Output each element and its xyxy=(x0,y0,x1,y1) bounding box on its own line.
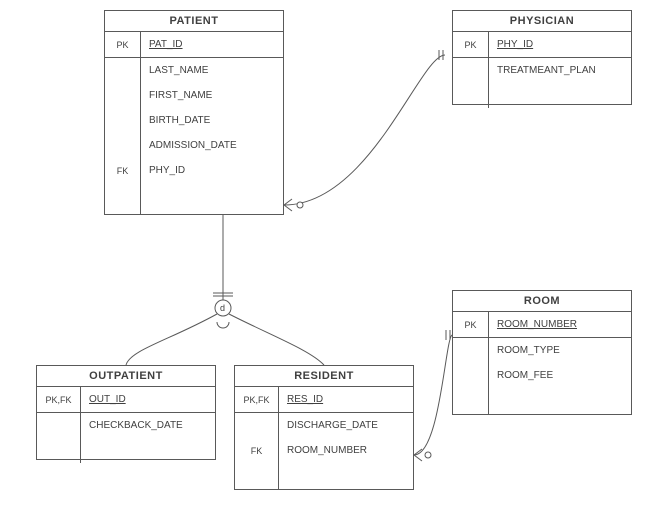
key-cell xyxy=(453,83,489,108)
entity-outpatient: OUTPATIENT PK,FKOUT_IDCHECKBACK_DATE xyxy=(36,365,216,460)
entity-row-filler xyxy=(37,438,215,463)
entity-row: PK,FKRES_ID xyxy=(235,387,413,413)
entity-body-resident: PK,FKRES_IDDISCHARGE_DATEFKROOM_NUMBER xyxy=(235,387,413,489)
key-cell: FK xyxy=(105,158,141,183)
attr-cell: OUT_ID xyxy=(81,387,215,412)
entity-row: DISCHARGE_DATE xyxy=(235,413,413,438)
key-cell: PK,FK xyxy=(37,387,81,412)
attr-cell xyxy=(81,438,215,463)
entity-row-filler xyxy=(453,83,631,108)
key-cell xyxy=(105,183,141,214)
er-diagram-canvas: PATIENT PKPAT_IDLAST_NAMEFIRST_NAMEBIRTH… xyxy=(0,0,651,511)
attr-cell xyxy=(141,183,283,214)
entity-title-room: ROOM xyxy=(453,291,631,312)
attr-cell: CHECKBACK_DATE xyxy=(81,413,215,438)
entity-row: PKROOM_NUMBER xyxy=(453,312,631,338)
attr-cell: LAST_NAME xyxy=(141,58,283,83)
entity-body-outpatient: PK,FKOUT_IDCHECKBACK_DATE xyxy=(37,387,215,463)
entity-row: FIRST_NAME xyxy=(105,83,283,108)
entity-row-filler xyxy=(105,183,283,214)
entity-row: PK,FKOUT_ID xyxy=(37,387,215,413)
key-cell xyxy=(105,58,141,83)
entity-body-room: PKROOM_NUMBERROOM_TYPEROOM_FEE xyxy=(453,312,631,414)
attr-cell: TREATMEANT_PLAN xyxy=(489,58,631,83)
attr-cell: ROOM_NUMBER xyxy=(489,312,631,337)
entity-physician: PHYSICIAN PKPHY_IDTREATMEANT_PLAN xyxy=(452,10,632,105)
entity-room: ROOM PKROOM_NUMBERROOM_TYPEROOM_FEE xyxy=(452,290,632,415)
entity-resident: RESIDENT PK,FKRES_IDDISCHARGE_DATEFKROOM… xyxy=(234,365,414,490)
attr-cell xyxy=(279,463,413,489)
key-cell: FK xyxy=(235,438,279,463)
entity-row: BIRTH_DATE xyxy=(105,108,283,133)
attr-cell xyxy=(489,83,631,108)
key-cell: PK xyxy=(105,32,141,57)
attr-cell: ROOM_NUMBER xyxy=(279,438,413,463)
entity-title-patient: PATIENT xyxy=(105,11,283,32)
entity-row: ROOM_FEE xyxy=(453,363,631,388)
key-cell xyxy=(105,83,141,108)
attr-cell: PAT_ID xyxy=(141,32,283,57)
entity-title-physician: PHYSICIAN xyxy=(453,11,631,32)
entity-body-physician: PKPHY_IDTREATMEANT_PLAN xyxy=(453,32,631,108)
attr-cell: PHY_ID xyxy=(141,158,283,183)
key-cell: PK,FK xyxy=(235,387,279,412)
attr-cell: PHY_ID xyxy=(489,32,631,57)
entity-row: ADMISSION_DATE xyxy=(105,133,283,158)
entity-row: PKPAT_ID xyxy=(105,32,283,58)
attr-cell xyxy=(489,388,631,414)
key-cell xyxy=(37,438,81,463)
key-cell xyxy=(453,338,489,363)
key-cell: PK xyxy=(453,312,489,337)
key-cell xyxy=(105,133,141,158)
entity-row: ROOM_TYPE xyxy=(453,338,631,363)
key-cell xyxy=(453,58,489,83)
attr-cell: ROOM_FEE xyxy=(489,363,631,388)
attr-cell: DISCHARGE_DATE xyxy=(279,413,413,438)
entity-row: LAST_NAME xyxy=(105,58,283,83)
attr-cell: ROOM_TYPE xyxy=(489,338,631,363)
entity-row: FKPHY_ID xyxy=(105,158,283,183)
key-cell xyxy=(235,413,279,438)
entity-body-patient: PKPAT_IDLAST_NAMEFIRST_NAMEBIRTH_DATEADM… xyxy=(105,32,283,214)
attr-cell: BIRTH_DATE xyxy=(141,108,283,133)
svg-text:d: d xyxy=(220,303,225,313)
attr-cell: ADMISSION_DATE xyxy=(141,133,283,158)
entity-row: TREATMEANT_PLAN xyxy=(453,58,631,83)
key-cell xyxy=(37,413,81,438)
entity-row: CHECKBACK_DATE xyxy=(37,413,215,438)
key-cell xyxy=(453,363,489,388)
entity-row-filler xyxy=(453,388,631,414)
attr-cell: FIRST_NAME xyxy=(141,83,283,108)
entity-row: PKPHY_ID xyxy=(453,32,631,58)
entity-title-outpatient: OUTPATIENT xyxy=(37,366,215,387)
key-cell: PK xyxy=(453,32,489,57)
attr-cell: RES_ID xyxy=(279,387,413,412)
key-cell xyxy=(453,388,489,414)
entity-row: FKROOM_NUMBER xyxy=(235,438,413,463)
entity-patient: PATIENT PKPAT_IDLAST_NAMEFIRST_NAMEBIRTH… xyxy=(104,10,284,215)
entity-title-resident: RESIDENT xyxy=(235,366,413,387)
key-cell xyxy=(105,108,141,133)
key-cell xyxy=(235,463,279,489)
entity-row-filler xyxy=(235,463,413,489)
